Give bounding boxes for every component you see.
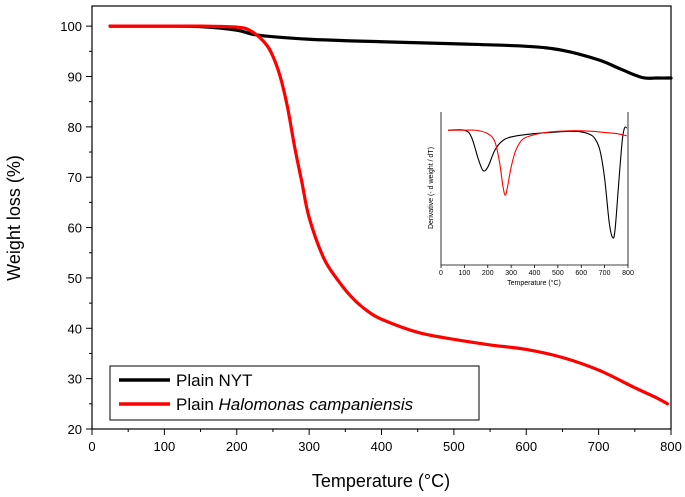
legend-label-halomonas-species: Halomonas campaniensis	[219, 395, 414, 414]
inset-x-tick-label: 400	[529, 270, 541, 277]
inset-x-tick-label: 0	[439, 270, 443, 277]
inset-x-tick-label: 600	[575, 270, 587, 277]
inset-x-tick-label: 300	[505, 270, 517, 277]
x-tick-label: 400	[371, 439, 393, 454]
legend-label-plain-nyt: Plain NYT	[176, 371, 253, 390]
x-tick-label: 300	[298, 439, 320, 454]
x-tick-label: 700	[588, 439, 610, 454]
x-tick-label: 800	[660, 439, 682, 454]
inset-x-tick-label: 800	[622, 270, 634, 277]
series-line-halomonas	[108, 24, 669, 406]
inset-x-axis-title: Temperature (°C)	[507, 279, 561, 287]
inset-plot: 0 100 200 300 400 500 600 700 800 Temperature (°…	[428, 112, 634, 287]
x-tick-label: 500	[443, 439, 465, 454]
series-line-plain-nyt	[108, 24, 673, 80]
legend-label-halomonas-prefix: Plain	[176, 395, 219, 414]
y-tick-label: 80	[68, 120, 82, 135]
inset-line-halomonas	[448, 129, 627, 196]
inset-y-axis-title: Derivative (- d weight / dT)	[428, 147, 435, 229]
y-axis-title: Weight loss (%)	[4, 155, 24, 281]
inset-x-tick-label: 500	[552, 270, 564, 277]
inset-x-tick-label: 100	[459, 270, 471, 277]
y-tick-label: 50	[68, 271, 82, 286]
x-tick-label: 200	[226, 439, 248, 454]
x-tick-label: 100	[154, 439, 176, 454]
inset-line-plain-nyt	[447, 126, 628, 239]
legend: Plain NYT Plain Halomonas campaniensis	[109, 365, 480, 421]
legend-box	[109, 365, 480, 421]
y-tick-label: 30	[68, 372, 82, 387]
inset-series-group	[447, 126, 628, 239]
main-axis-ticks: 0 100 200 300 400 500 600 700 800 20 30 40 50 60 70 80 9…	[60, 19, 682, 454]
inset-x-tick-label: 700	[599, 270, 611, 277]
x-tick-label: 0	[88, 439, 95, 454]
y-tick-label: 20	[68, 422, 82, 437]
y-tick-label: 70	[68, 170, 82, 185]
x-tick-label: 600	[515, 439, 537, 454]
y-tick-label: 40	[68, 321, 82, 336]
y-tick-label: 90	[68, 70, 82, 85]
legend-label-halomonas: Plain Halomonas campaniensis	[176, 395, 414, 414]
y-tick-label: 100	[60, 19, 82, 34]
inset-x-tick-label: 200	[482, 270, 494, 277]
x-axis-title: Temperature (°C)	[312, 471, 450, 491]
main-series-group	[108, 24, 673, 406]
inset-axis-ticks: 0 100 200 300 400 500 600 700 800	[439, 265, 634, 277]
y-tick-label: 60	[68, 221, 82, 236]
